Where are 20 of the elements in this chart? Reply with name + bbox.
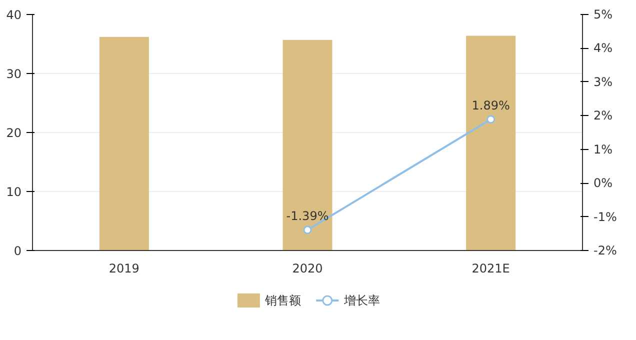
y2-tick-label: -1%: [594, 210, 617, 224]
data-label: 1.89%: [472, 98, 510, 112]
legend-label: 销售额: [264, 294, 302, 308]
legend-label: 增长率: [342, 294, 380, 308]
y2-tick-label: 0%: [594, 176, 613, 190]
y2-tick-label: 4%: [594, 41, 613, 56]
y-tick-label: 40: [6, 8, 22, 22]
y2-tick-label: 3%: [594, 74, 613, 89]
x-tick-label: 2020: [292, 262, 323, 276]
y2-tick-label: 1%: [594, 142, 613, 156]
y-tick-label: 30: [6, 67, 22, 81]
x-tick-label: 2019: [108, 262, 140, 276]
data-label: -1.39%: [286, 208, 329, 223]
y-tick-label: 10: [6, 185, 22, 199]
y2-tick-label: -2%: [594, 244, 617, 258]
y-tick-label: 20: [6, 126, 22, 140]
x-tick-label: 2021E: [472, 262, 510, 276]
y-tick-label: 0: [14, 244, 22, 258]
y2-tick-label: 5%: [594, 8, 613, 22]
y2-tick-label: 2%: [594, 108, 613, 123]
